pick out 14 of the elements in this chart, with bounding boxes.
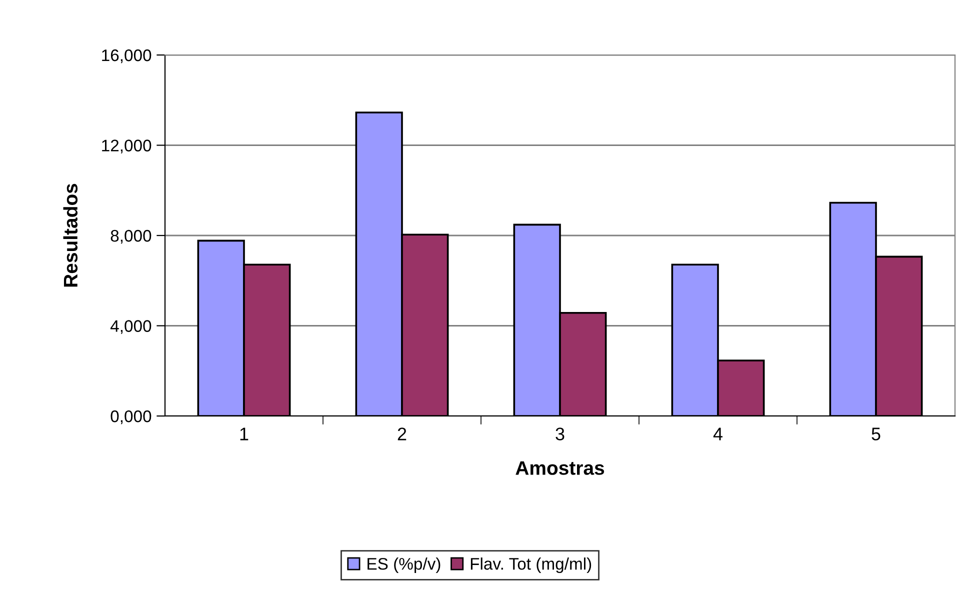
x-axis-title: Amostras bbox=[516, 461, 604, 475]
x-tick-label: 2 bbox=[398, 428, 406, 440]
x-tick-label: 5 bbox=[872, 428, 880, 440]
legend-label: Flav. Tot (mg/ml) bbox=[470, 558, 592, 574]
y-tick-label: 12,000 bbox=[102, 140, 152, 154]
x-tick-label: 3 bbox=[556, 428, 564, 440]
legend-label: ES (%p/v) bbox=[368, 558, 440, 574]
y-axis-title: Resultados bbox=[63, 184, 78, 287]
y-tick-label: 16,000 bbox=[102, 49, 152, 64]
y-tick-label: 4,000 bbox=[110, 320, 152, 334]
y-tick-label: 8,000 bbox=[110, 230, 152, 244]
x-tick-label: 1 bbox=[240, 428, 248, 440]
x-tick-label: 4 bbox=[713, 428, 722, 440]
y-tick-label: 0,000 bbox=[110, 410, 152, 424]
